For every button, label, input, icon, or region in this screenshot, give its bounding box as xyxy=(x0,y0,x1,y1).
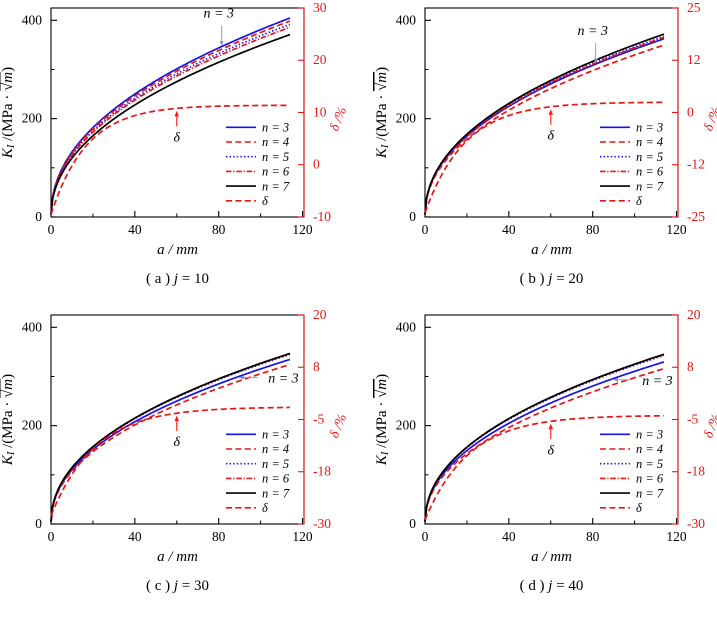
svg-text:8: 8 xyxy=(313,359,320,374)
svg-text:n = 3: n = 3 xyxy=(636,428,663,442)
svg-text:δ /%: δ /% xyxy=(701,412,717,440)
svg-text:n = 5: n = 5 xyxy=(636,150,663,164)
svg-text:20: 20 xyxy=(313,307,327,322)
svg-text:200: 200 xyxy=(22,418,42,433)
svg-text:400: 400 xyxy=(396,12,416,27)
svg-text:8: 8 xyxy=(687,359,694,374)
svg-text:δ: δ xyxy=(636,501,642,515)
svg-text:n = 3: n = 3 xyxy=(262,428,289,442)
svg-text:δ: δ xyxy=(262,194,268,208)
svg-text:a / mm: a / mm xyxy=(531,549,572,565)
svg-text:δ: δ xyxy=(548,129,555,144)
svg-text:400: 400 xyxy=(22,319,42,334)
svg-text:-5: -5 xyxy=(313,412,324,427)
svg-text:0: 0 xyxy=(422,529,429,544)
svg-text:20: 20 xyxy=(687,307,701,322)
svg-text:0: 0 xyxy=(410,516,417,531)
svg-text:n = 3: n = 3 xyxy=(578,24,608,39)
svg-text:0: 0 xyxy=(35,516,42,531)
svg-text:0: 0 xyxy=(48,529,55,544)
svg-text:-25: -25 xyxy=(687,209,705,224)
svg-text:( a ) j = 10: ( a ) j = 10 xyxy=(146,271,209,287)
svg-text:n = 4: n = 4 xyxy=(262,442,289,456)
svg-text:n = 3: n = 3 xyxy=(643,374,673,389)
svg-text:n = 7: n = 7 xyxy=(636,486,664,500)
svg-text:-10: -10 xyxy=(313,209,331,224)
svg-text:KI /(MPa · √m): KI /(MPa · √m) xyxy=(0,67,17,159)
svg-text:δ /%: δ /% xyxy=(326,105,349,133)
svg-text:δ: δ xyxy=(548,443,555,458)
svg-text:40: 40 xyxy=(502,529,516,544)
svg-text:40: 40 xyxy=(128,222,142,237)
svg-text:0: 0 xyxy=(422,222,429,237)
svg-text:400: 400 xyxy=(22,12,42,27)
svg-text:12: 12 xyxy=(687,52,700,67)
svg-text:120: 120 xyxy=(292,222,312,237)
svg-text:-30: -30 xyxy=(313,516,331,531)
svg-text:200: 200 xyxy=(396,111,416,126)
svg-text:200: 200 xyxy=(396,418,416,433)
svg-text:20: 20 xyxy=(313,52,327,67)
svg-text:n = 7: n = 7 xyxy=(636,179,664,193)
svg-text:n = 4: n = 4 xyxy=(636,135,663,149)
svg-text:KI /(MPa · √m): KI /(MPa · √m) xyxy=(0,374,17,466)
svg-text:n = 7: n = 7 xyxy=(262,486,290,500)
svg-text:δ: δ xyxy=(636,194,642,208)
svg-text:KI /(MPa · √m): KI /(MPa · √m) xyxy=(374,67,391,159)
svg-text:( c ) j = 30: ( c ) j = 30 xyxy=(146,578,209,594)
svg-text:n = 3: n = 3 xyxy=(636,120,663,134)
svg-text:n = 4: n = 4 xyxy=(636,442,663,456)
svg-text:n = 5: n = 5 xyxy=(636,457,663,471)
svg-text:0: 0 xyxy=(687,104,694,119)
svg-text:n = 7: n = 7 xyxy=(262,179,290,193)
svg-text:n = 5: n = 5 xyxy=(262,150,289,164)
svg-text:δ /%: δ /% xyxy=(326,412,349,440)
svg-text:40: 40 xyxy=(502,222,516,237)
svg-text:120: 120 xyxy=(667,222,687,237)
svg-text:0: 0 xyxy=(35,209,42,224)
svg-text:n = 6: n = 6 xyxy=(636,472,664,486)
svg-text:-12: -12 xyxy=(687,157,705,172)
svg-text:n = 5: n = 5 xyxy=(262,457,289,471)
svg-text:80: 80 xyxy=(212,222,226,237)
svg-text:( b ) j = 20: ( b ) j = 20 xyxy=(520,271,584,287)
svg-text:a / mm: a / mm xyxy=(157,549,198,565)
svg-text:80: 80 xyxy=(212,529,226,544)
svg-text:n = 6: n = 6 xyxy=(636,165,664,179)
svg-text:-18: -18 xyxy=(687,464,705,479)
svg-text:n = 6: n = 6 xyxy=(262,165,290,179)
svg-text:n = 3: n = 3 xyxy=(203,7,233,22)
svg-text:δ: δ xyxy=(174,130,181,145)
svg-text:30: 30 xyxy=(313,0,327,15)
svg-text:n = 6: n = 6 xyxy=(262,472,290,486)
svg-text:0: 0 xyxy=(48,222,55,237)
svg-text:400: 400 xyxy=(396,319,416,334)
svg-text:( d ) j = 40: ( d ) j = 40 xyxy=(520,578,584,594)
svg-text:80: 80 xyxy=(586,222,600,237)
svg-text:KI /(MPa · √m): KI /(MPa · √m) xyxy=(374,374,391,466)
svg-text:δ: δ xyxy=(174,435,181,450)
svg-text:120: 120 xyxy=(292,529,312,544)
svg-text:80: 80 xyxy=(586,529,600,544)
svg-text:-18: -18 xyxy=(313,464,331,479)
svg-text:a / mm: a / mm xyxy=(531,242,572,258)
svg-text:0: 0 xyxy=(410,209,417,224)
svg-text:δ /%: δ /% xyxy=(701,105,717,133)
svg-text:-5: -5 xyxy=(687,412,698,427)
svg-text:25: 25 xyxy=(687,0,701,15)
svg-text:10: 10 xyxy=(313,104,327,119)
svg-text:40: 40 xyxy=(128,529,142,544)
svg-text:a / mm: a / mm xyxy=(157,242,198,258)
svg-text:n = 4: n = 4 xyxy=(262,135,289,149)
svg-text:200: 200 xyxy=(22,111,42,126)
svg-text:120: 120 xyxy=(667,529,687,544)
svg-text:n = 3: n = 3 xyxy=(268,372,298,387)
svg-text:0: 0 xyxy=(313,157,320,172)
svg-text:-30: -30 xyxy=(687,516,705,531)
svg-text:n = 3: n = 3 xyxy=(262,120,289,134)
svg-text:δ: δ xyxy=(262,501,268,515)
